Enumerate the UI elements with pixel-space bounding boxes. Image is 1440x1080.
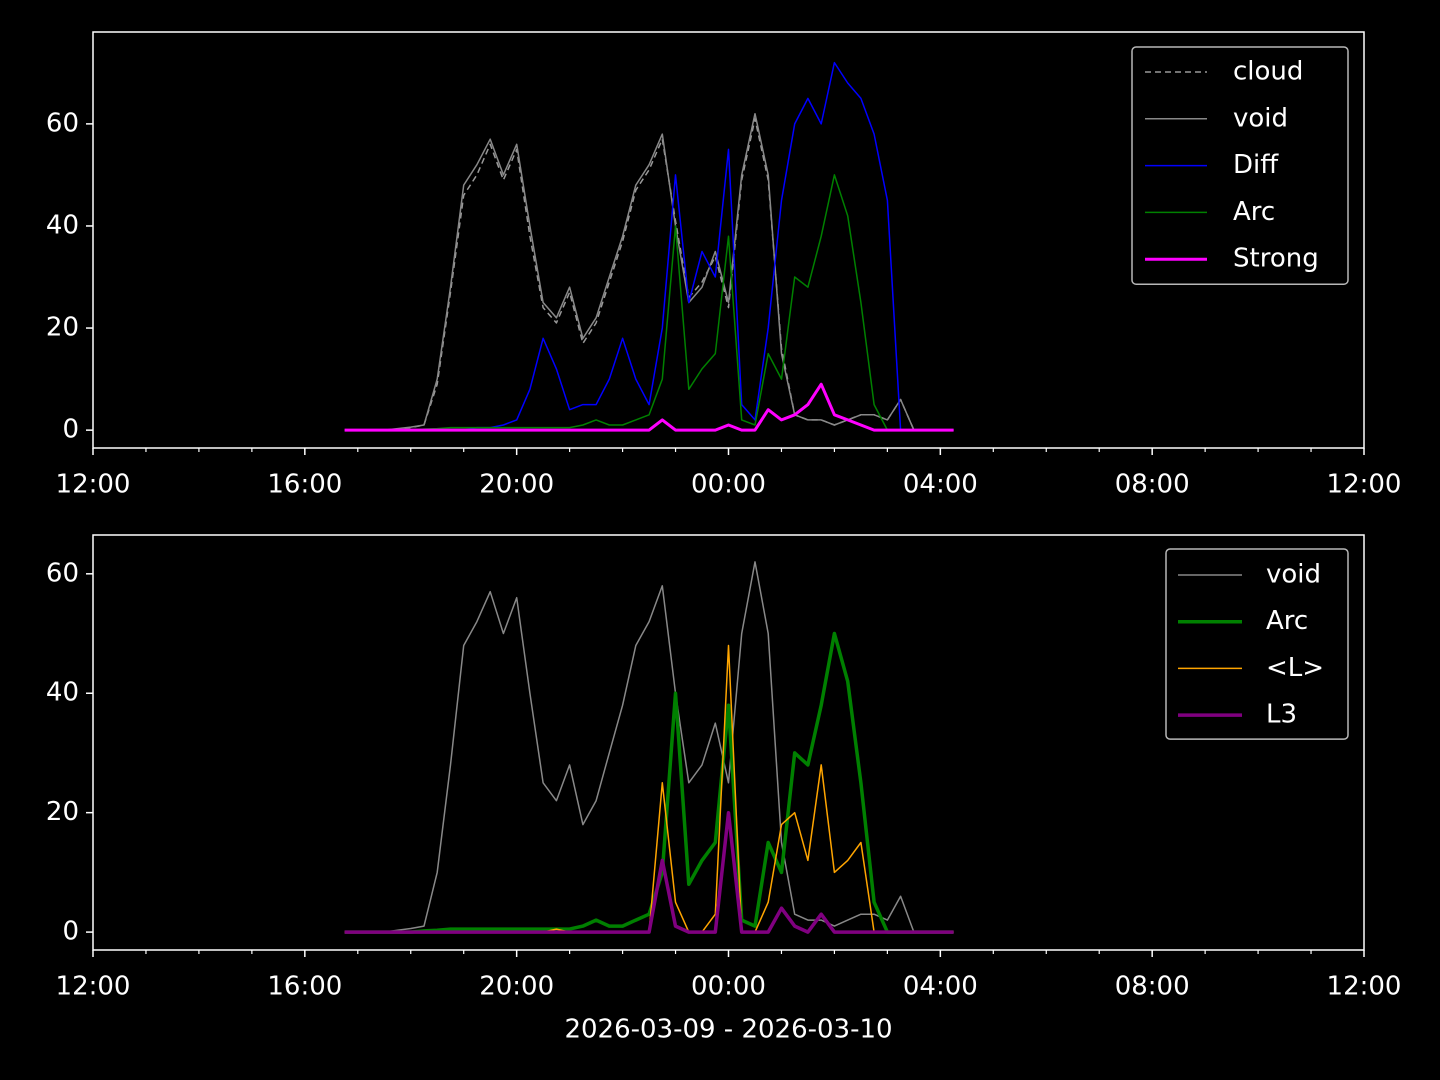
x-tick-label: 12:00	[1327, 470, 1402, 500]
legend-label: Diff	[1233, 150, 1279, 180]
x-tick-label: 20:00	[479, 972, 554, 1002]
series-line	[344, 174, 954, 431]
x-tick-label: 20:00	[479, 470, 554, 500]
y-tick-label: 0	[62, 415, 79, 445]
series-line	[344, 631, 954, 934]
legend-label: Arc	[1233, 197, 1275, 227]
legend-box	[1165, 548, 1349, 740]
y-tick-label: 60	[46, 108, 79, 138]
y-tick-label: 40	[46, 678, 79, 708]
legend-label: Arc	[1266, 606, 1308, 636]
x-tick-label: 00:00	[691, 470, 766, 500]
x-tick-label: 12:00	[56, 972, 131, 1002]
x-tick-label: 04:00	[903, 972, 978, 1002]
legend-label: void	[1266, 560, 1321, 590]
axes-frame	[92, 534, 1365, 951]
series-line	[344, 561, 954, 933]
x-tick-label: 12:00	[1327, 972, 1402, 1002]
legend-label: void	[1233, 103, 1288, 133]
series-line	[344, 382, 954, 432]
legend-label: L3	[1266, 700, 1297, 730]
series-line	[344, 810, 954, 934]
y-tick-label: 60	[46, 558, 79, 588]
x-axis-label: 2026-03-09 - 2026-03-10	[564, 1015, 892, 1045]
x-tick-label: 08:00	[1115, 972, 1190, 1002]
x-tick-label: 16:00	[267, 470, 342, 500]
legend-label: Strong	[1233, 244, 1319, 274]
legend-box	[1131, 46, 1349, 285]
legend-label: <L>	[1266, 653, 1324, 683]
y-tick-label: 20	[46, 797, 79, 827]
x-tick-label: 00:00	[691, 972, 766, 1002]
y-tick-label: 40	[46, 210, 79, 240]
axes-frame	[92, 31, 1365, 449]
y-tick-label: 0	[62, 917, 79, 947]
x-tick-label: 08:00	[1115, 470, 1190, 500]
series-line	[344, 112, 954, 431]
x-tick-label: 04:00	[903, 470, 978, 500]
legend-label: cloud	[1233, 57, 1303, 87]
y-tick-label: 20	[46, 313, 79, 343]
x-tick-label: 16:00	[267, 972, 342, 1002]
x-tick-label: 12:00	[56, 470, 131, 500]
